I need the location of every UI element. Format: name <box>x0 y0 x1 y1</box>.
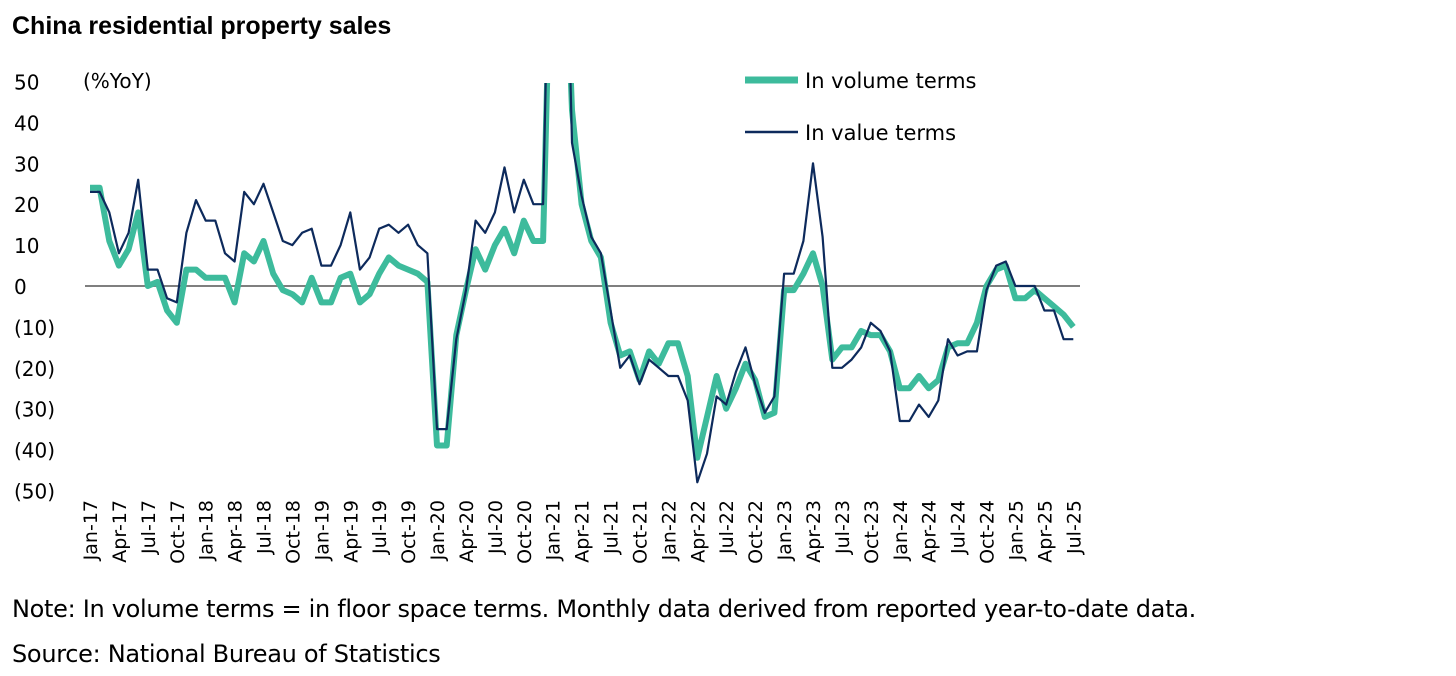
y-tick-label: (10) <box>14 316 55 340</box>
x-tick-label: Jul-25 <box>1063 500 1085 555</box>
chart-source: Source: National Bureau of Statistics <box>12 640 441 668</box>
x-tick-label: Apr-20 <box>456 500 478 563</box>
y-tick-label: 40 <box>14 111 39 135</box>
line-chart: 50 40 30 20 10 0 (10) (20) (30) (40) (50) (%YoY) J… <box>14 69 1085 564</box>
x-tick-label: Jul-20 <box>485 500 507 555</box>
x-tick-label: Apr-23 <box>803 500 825 563</box>
x-tick-label: Jul-24 <box>948 500 970 555</box>
x-tick-label: Oct-19 <box>398 500 420 564</box>
x-tick-label: Jul-22 <box>716 500 738 555</box>
x-tick-label: Apr-24 <box>919 500 941 563</box>
x-tick-label: Oct-20 <box>514 500 536 564</box>
x-tick-label: Jul-18 <box>254 500 276 555</box>
y-tick-label: (40) <box>14 439 55 463</box>
y-tick-label: (50) <box>14 480 55 504</box>
y-tick-label: 20 <box>14 193 39 217</box>
y-tick-label: 10 <box>14 234 39 258</box>
x-tick-label: Apr-18 <box>225 500 247 563</box>
y-axis-label: (%YoY) <box>83 69 152 93</box>
y-tick-label: 30 <box>14 152 39 176</box>
x-tick-label: Jul-21 <box>601 500 623 555</box>
chart-title: China residential property sales <box>12 12 392 40</box>
legend: In volume terms In value terms <box>745 69 976 145</box>
series-line-volume <box>90 83 1076 461</box>
x-tick-label: Jan-18 <box>196 500 218 561</box>
legend-label-value: In value terms <box>805 121 956 145</box>
x-tick-label: Apr-25 <box>1034 500 1056 563</box>
legend-label-volume: In volume terms <box>805 69 976 93</box>
series-line-value <box>90 83 1074 484</box>
x-tick-label: Jan-19 <box>311 500 333 561</box>
x-tick-label: Jul-23 <box>832 500 854 555</box>
y-tick-label: 0 <box>14 275 27 299</box>
y-tick-label: (30) <box>14 398 55 422</box>
x-tick-label: Oct-22 <box>745 500 767 564</box>
x-tick-label: Jul-17 <box>138 500 160 555</box>
x-tick-label: Apr-19 <box>340 500 362 563</box>
x-tick-label: Jul-19 <box>369 500 391 555</box>
x-tick-label: Jan-25 <box>1005 500 1027 561</box>
x-tick-label: Oct-24 <box>977 500 999 564</box>
chart-note: Note: In volume terms = in floor space t… <box>12 595 1196 623</box>
x-tick-label: Jan-22 <box>658 500 680 561</box>
x-tick-label: Oct-21 <box>629 500 651 564</box>
x-tick-label: Jan-17 <box>80 500 102 561</box>
y-tick-label: (20) <box>14 357 55 381</box>
x-tick-label: Apr-22 <box>687 500 709 563</box>
x-tick-label: Jan-20 <box>427 500 449 561</box>
x-tick-label: Jan-21 <box>543 500 565 561</box>
y-tick-label: 50 <box>14 71 39 95</box>
x-tick-label: Apr-17 <box>109 500 131 563</box>
x-tick-label: Jan-24 <box>890 500 912 561</box>
x-tick-label: Jan-23 <box>774 500 796 561</box>
x-tick-label: Oct-17 <box>167 500 189 564</box>
x-tick-label: Apr-21 <box>572 500 594 563</box>
x-tick-label: Oct-23 <box>861 500 883 564</box>
x-tick-label: Oct-18 <box>282 500 304 564</box>
